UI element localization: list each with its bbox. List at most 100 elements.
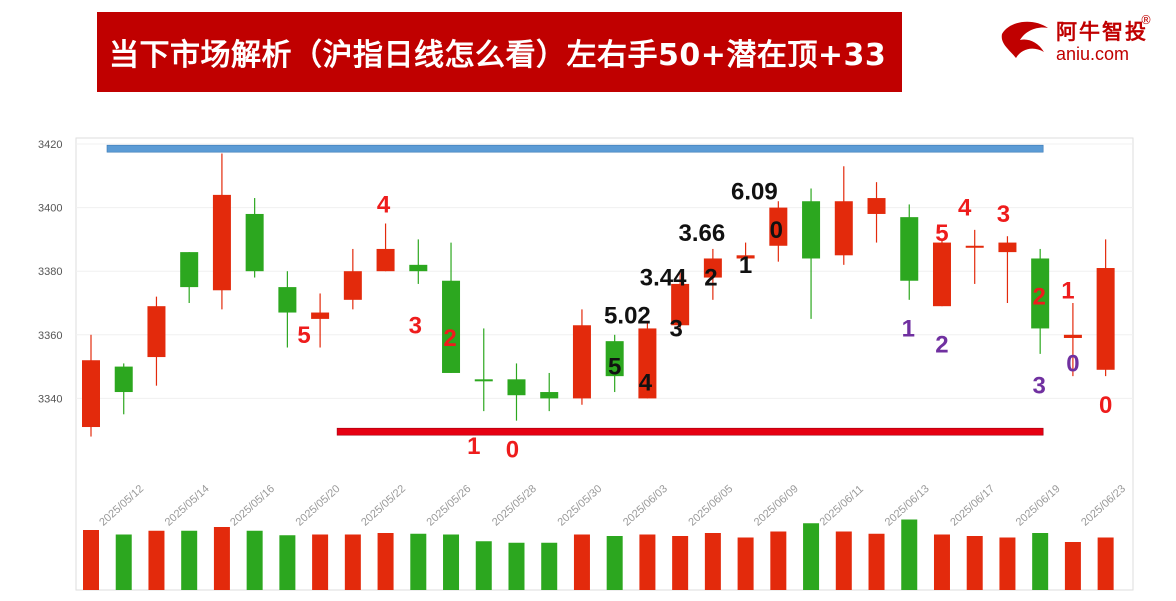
annotation-label: 5	[297, 322, 310, 349]
top-resistance-line	[106, 144, 1044, 153]
annotation-label: 5	[608, 354, 621, 381]
x-tick-label: 2025/05/26	[425, 483, 474, 529]
volume-bar	[1097, 537, 1114, 590]
annotation-label: 0	[1099, 392, 1112, 419]
x-tick-label: 2025/06/17	[948, 483, 997, 529]
aniu-logo-icon	[1001, 21, 1048, 58]
candle-body	[245, 213, 264, 272]
volume-bar	[770, 531, 787, 590]
logo-english-text: aniu.com	[1056, 44, 1130, 64]
annotation-label: 3	[409, 312, 422, 339]
volume-bar	[704, 533, 721, 590]
candle-body	[1096, 268, 1115, 370]
candle-body	[736, 255, 755, 259]
volume-bar	[672, 536, 689, 590]
candle-body	[311, 312, 330, 319]
volume-bar	[901, 519, 918, 590]
candle-body	[507, 379, 526, 396]
candle-body	[834, 201, 853, 256]
x-tick-label: 2025/05/30	[555, 483, 604, 529]
volume-bar	[377, 533, 394, 590]
volume-bar	[868, 533, 885, 590]
annotation-label: 4	[639, 370, 653, 397]
candle-body	[572, 325, 591, 399]
plot-frame	[75, 137, 1134, 591]
candle-body	[1031, 258, 1050, 329]
volume-bar	[181, 530, 198, 590]
annotation-label: 3	[1032, 373, 1045, 400]
candle-body	[769, 207, 788, 246]
candle-body	[802, 201, 821, 259]
volume-bar	[213, 527, 230, 590]
candle-body	[147, 306, 166, 358]
annotation-label: 4	[958, 195, 972, 222]
annotation-label: 6.09	[731, 179, 778, 206]
candle-body	[409, 264, 428, 272]
annotation-label: 0	[770, 217, 783, 244]
annotation-label: 5.02	[604, 303, 651, 330]
volume-bar	[803, 523, 820, 590]
logo-chinese-text: 阿牛智投	[1056, 20, 1148, 44]
volume-bar	[573, 534, 590, 590]
x-tick-label: 2025/05/28	[490, 483, 539, 529]
annotation-label: 1	[467, 433, 480, 460]
annotation-label: 1	[739, 252, 752, 279]
volume-bar	[279, 535, 296, 590]
candle-body	[114, 366, 133, 393]
volume-bar	[148, 530, 165, 590]
annotation-label: 0	[506, 436, 519, 463]
candle-body	[900, 217, 919, 281]
annotation-label: 0	[1066, 350, 1079, 377]
volume-bar	[115, 534, 132, 590]
candle-body	[82, 360, 100, 428]
volume-bar	[410, 533, 427, 590]
x-tick-label: 2025/06/19	[1014, 483, 1063, 529]
volume-bar	[508, 542, 525, 590]
volume-bar	[475, 541, 492, 590]
annotation-label: 2	[704, 265, 717, 292]
x-tick-label: 2025/05/14	[163, 483, 212, 529]
volume-bar	[443, 534, 460, 590]
annotation-label: 2	[443, 325, 456, 352]
candle-body	[474, 379, 493, 382]
candle-body	[278, 287, 297, 313]
annotation-label: 3	[669, 315, 682, 342]
y-tick-label: 3380	[38, 266, 62, 278]
candle-body	[180, 252, 199, 288]
annotation-label: 3.44	[640, 265, 687, 292]
volume-bar	[835, 531, 852, 590]
bottom-support-line	[336, 427, 1044, 436]
volume-bar	[606, 536, 623, 590]
x-tick-label: 2025/06/23	[1079, 483, 1128, 529]
candle-body	[867, 198, 886, 214]
annotation-label: 1	[1061, 277, 1074, 304]
candle-body	[998, 242, 1017, 253]
volume-bar	[737, 537, 754, 590]
volume-bar	[1032, 533, 1049, 590]
x-tick-label: 2025/06/05	[686, 483, 735, 529]
volume-bar	[312, 534, 329, 590]
volume-bar	[639, 534, 656, 590]
annotation-label: 5	[935, 220, 948, 247]
candle-body	[343, 271, 362, 300]
annotation-label: 2	[935, 331, 948, 358]
candle-body	[703, 258, 722, 278]
candle-body	[376, 248, 395, 272]
annotation-label: 1	[902, 315, 915, 342]
x-tick-label: 2025/05/12	[97, 483, 146, 529]
x-tick-label: 2025/05/22	[359, 483, 408, 529]
candle-body	[1063, 334, 1082, 338]
candle-body	[540, 392, 559, 399]
volume-bar	[933, 534, 950, 590]
volume-bar	[966, 536, 983, 590]
x-tick-label: 2025/06/09	[752, 483, 801, 529]
candle-body	[671, 283, 690, 326]
annotation-label: 3.66	[679, 220, 726, 247]
x-tick-label: 2025/06/11	[818, 483, 866, 528]
candle-body	[638, 328, 657, 399]
x-tick-label: 2025/05/16	[228, 483, 277, 529]
volume-bar	[344, 534, 361, 590]
title-banner: 当下市场解析（沪指日线怎么看）左右手50+潜在顶+33	[97, 12, 902, 92]
y-tick-label: 3360	[38, 330, 62, 342]
